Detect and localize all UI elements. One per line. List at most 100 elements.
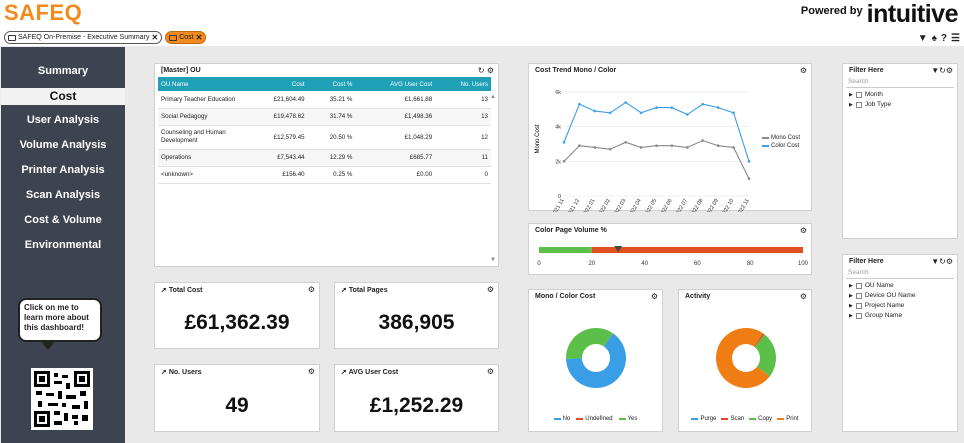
filter-icon[interactable]: ▼ (931, 66, 940, 75)
expand-icon[interactable]: ▶ (849, 302, 853, 309)
expand-icon[interactable]: ▶ (849, 282, 853, 289)
table-row[interactable]: Social Pedagogy £19,478.62 31.74 % £1,498.3… (158, 108, 491, 126)
expand-icon[interactable]: ▶ (849, 101, 853, 108)
panel-title: ➚ Total Cost (161, 287, 203, 294)
x-tick-label: 2022 02 (597, 198, 612, 212)
mono-color-donut (566, 328, 626, 388)
nav-cost[interactable]: Cost (1, 88, 125, 105)
x-tick-label: 2022 04 (628, 198, 643, 212)
filter-item-ou-name[interactable]: ▶ OU Name (849, 282, 894, 289)
help-bubble[interactable]: Click on me to learn more about this das… (18, 298, 102, 342)
filter-icon[interactable]: ▼ (917, 33, 928, 44)
gear-icon[interactable]: ⚙ (799, 226, 807, 235)
nav-user-analysis[interactable]: User Analysis (26, 114, 100, 126)
nav-volume-analysis[interactable]: Volume Analysis (19, 139, 107, 151)
nav-cost-volume[interactable]: Cost & Volume (24, 214, 102, 226)
filter-item-device-ou-name[interactable]: ▶ Device OU Name (849, 292, 916, 299)
legend-swatch (762, 145, 769, 147)
legend-item[interactable]: Copy (749, 416, 772, 422)
tick-label: 40 (641, 261, 648, 267)
avg-user-cost-panel: ➚ AVG User Cost ⚙ £1,252.29 (334, 364, 499, 432)
refresh-icon[interactable]: ↻ (939, 257, 946, 266)
legend-item[interactable]: Undefined (576, 416, 613, 422)
checkbox[interactable] (855, 91, 862, 98)
legend-item[interactable]: Purge (691, 416, 716, 422)
column-header[interactable]: No. Users (435, 77, 491, 91)
legend-color[interactable]: Color Cost (762, 143, 799, 149)
panel-title: ➚ No. Users (161, 369, 202, 376)
nav-scan-analysis[interactable]: Scan Analysis (25, 189, 101, 201)
gear-icon[interactable]: ⚙ (650, 292, 658, 301)
menu-icon[interactable]: ☰ (951, 33, 960, 44)
data-point (701, 102, 705, 106)
filter-search-input[interactable]: Search (846, 78, 954, 88)
legend-item[interactable]: Yes (618, 416, 637, 422)
nav-printer-analysis[interactable]: Printer Analysis (21, 164, 105, 176)
donut-slice (566, 333, 626, 388)
filter-search-input[interactable]: Search (846, 269, 954, 279)
scroll-down-arrow[interactable]: ▼ (490, 257, 496, 263)
data-point (686, 113, 689, 116)
breadcrumb-executive-summary[interactable]: SAFEQ On-Premise - Executive Summary ✕ (4, 31, 163, 44)
column-header[interactable]: OU Name (158, 77, 246, 91)
expand-icon[interactable]: ▶ (849, 292, 853, 299)
gear-icon[interactable]: ⚙ (486, 66, 494, 75)
gear-icon[interactable]: ⚙ (799, 66, 807, 75)
filter-panel-1: Filter Here ▼↻⚙ Search ▶ Month ▶ Job Type (842, 63, 958, 239)
checkbox[interactable] (855, 302, 862, 309)
legend-item[interactable]: No (553, 416, 570, 422)
data-point (670, 106, 674, 109)
qr-code[interactable] (31, 368, 93, 430)
bell-icon[interactable]: ♠ (931, 33, 937, 44)
legend-swatch (721, 418, 729, 420)
help-icon[interactable]: ? (940, 33, 948, 44)
column-header[interactable]: AVG User Cost (355, 77, 436, 91)
legend-mono[interactable]: Mono Cost (762, 135, 800, 141)
x-tick-label: 2021 11 (551, 198, 566, 212)
powered-by: Powered by intuitive (801, 0, 959, 29)
gear-icon[interactable]: ⚙ (307, 367, 315, 376)
filter-item-group-name[interactable]: ▶ Group Name (849, 312, 903, 319)
panel-title: Mono / Color Cost (535, 293, 596, 300)
expand-icon[interactable]: ▶ (849, 312, 853, 319)
legend-swatch (749, 418, 757, 420)
tick-label: 20 (588, 261, 595, 267)
table-row[interactable]: <unknown> £156.40 0.25 % £0.00 0 (158, 166, 491, 184)
tick-label: 100 (798, 261, 809, 267)
panel-title: [Master] OU (161, 67, 201, 74)
column-header[interactable]: Cost % (307, 77, 356, 91)
legend-item[interactable]: Scan (721, 416, 744, 422)
nav-summary[interactable]: Summary (37, 65, 89, 77)
gear-icon[interactable]: ⚙ (307, 285, 315, 294)
refresh-icon[interactable]: ↻ (477, 66, 485, 75)
checkbox[interactable] (855, 292, 862, 299)
refresh-icon[interactable]: ↻ (939, 66, 946, 75)
table-row[interactable]: Operations £7,543.44 12.29 % £685.77 11 (158, 149, 491, 167)
gear-icon[interactable]: ⚙ (945, 257, 953, 266)
panel-title: Cost Trend Mono / Color (535, 67, 617, 74)
close-icon[interactable]: ✕ (195, 33, 203, 42)
close-icon[interactable]: ✕ (151, 33, 159, 42)
legend-item[interactable]: Print (777, 416, 799, 422)
breadcrumb-cost[interactable]: Cost ✕ (165, 31, 207, 44)
table-row[interactable]: Counseling and Human Development £12,579.… (158, 125, 491, 150)
filter-item-project-name[interactable]: ▶ Project Name (849, 302, 905, 309)
table-row[interactable]: Primary Teacher Education £21,604.49 35.21… (158, 91, 491, 109)
y-tick-label: 6k (555, 90, 561, 96)
nav-environmental[interactable]: Environmental (24, 239, 102, 251)
filter-item-job-type[interactable]: ▶ Job Type (849, 101, 892, 108)
gear-icon[interactable]: ⚙ (945, 66, 953, 75)
checkbox[interactable] (855, 282, 862, 289)
filter-icon[interactable]: ▼ (931, 257, 940, 266)
gear-icon[interactable]: ⚙ (799, 292, 807, 301)
checkbox[interactable] (855, 101, 862, 108)
checkbox[interactable] (855, 312, 862, 319)
scroll-up-arrow[interactable]: ▲ (490, 94, 496, 100)
column-header[interactable]: Cost (246, 77, 308, 91)
expand-icon[interactable]: ▶ (849, 91, 853, 98)
data-point (639, 146, 643, 149)
gear-icon[interactable]: ⚙ (486, 367, 494, 376)
filter-item-month[interactable]: ▶ Month (849, 91, 883, 98)
series-line (563, 101, 750, 162)
gear-icon[interactable]: ⚙ (486, 285, 494, 294)
